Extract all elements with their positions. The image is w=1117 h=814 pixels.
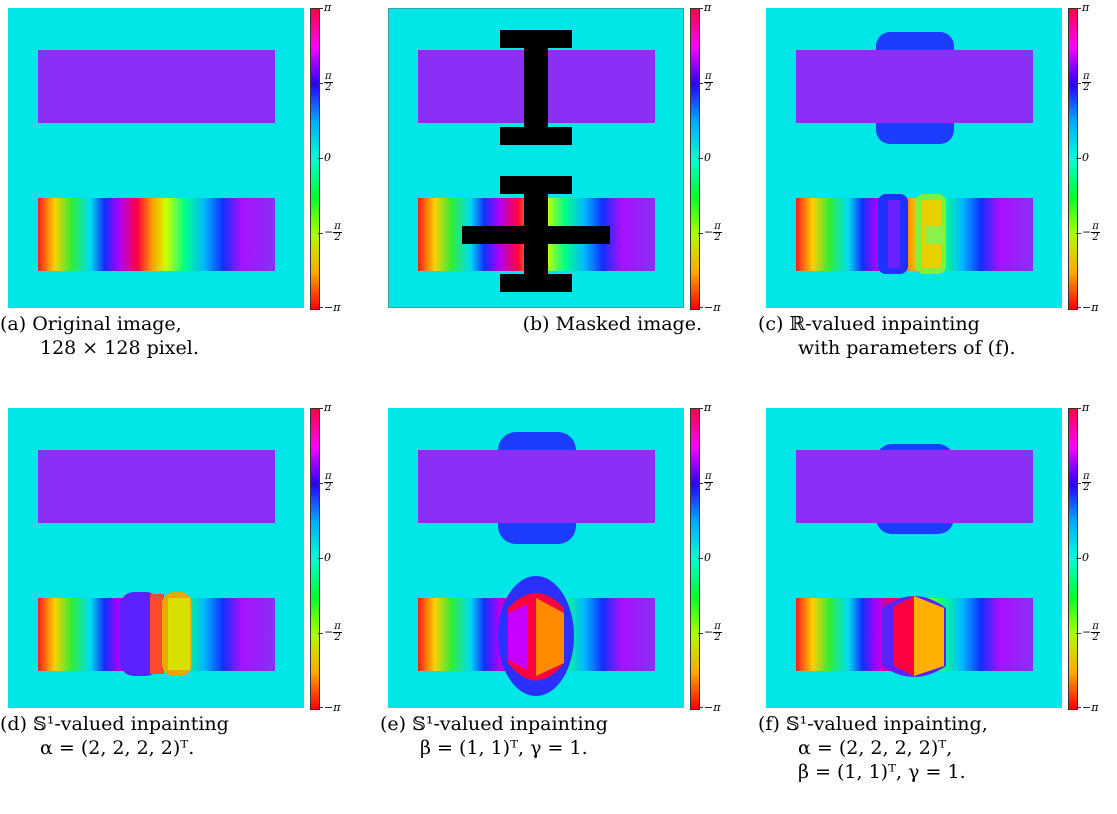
- colorbar: [310, 8, 320, 310]
- colorbar: [690, 408, 700, 710]
- r-valued-inpainting-image: [766, 8, 1062, 308]
- colorbar: [690, 8, 700, 310]
- caption-d: (d) 𝕊¹-valued inpainting α = (2, 2, 2, 2…: [0, 713, 229, 759]
- caption-e: (e) 𝕊¹-valued inpainting β = (1, 1)ᵀ, γ …: [380, 713, 608, 759]
- caption-b: (b) Masked image.: [522, 313, 702, 335]
- s1-combined-inpainting-image: [766, 408, 1062, 708]
- caption-f: (f) 𝕊¹-valued inpainting, α = (2, 2, 2, …: [758, 713, 988, 783]
- masked-image: [388, 8, 684, 308]
- colorbar: [1068, 408, 1078, 710]
- s1-beta-gamma-inpainting-image: [388, 408, 684, 708]
- caption-a: (a) Original image, 128 × 128 pixel.: [0, 313, 199, 359]
- colorbar: [310, 408, 320, 710]
- s1-alpha-inpainting-image: [8, 408, 304, 708]
- original-image: [8, 8, 304, 308]
- caption-c: (c) ℝ-valued inpainting with parameters …: [758, 313, 1016, 359]
- colorbar: [1068, 8, 1078, 310]
